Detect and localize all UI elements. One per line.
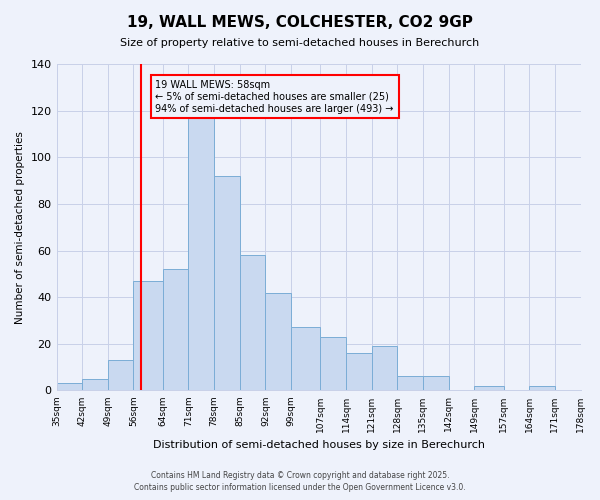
Bar xyxy=(423,376,449,390)
Bar xyxy=(163,269,188,390)
Bar xyxy=(56,384,82,390)
Bar xyxy=(529,386,555,390)
Text: 19, WALL MEWS, COLCHESTER, CO2 9GP: 19, WALL MEWS, COLCHESTER, CO2 9GP xyxy=(127,15,473,30)
Bar xyxy=(474,386,503,390)
Bar xyxy=(371,346,397,391)
Text: Contains HM Land Registry data © Crown copyright and database right 2025.
Contai: Contains HM Land Registry data © Crown c… xyxy=(134,471,466,492)
Bar xyxy=(82,379,108,390)
Bar xyxy=(108,360,133,390)
X-axis label: Distribution of semi-detached houses by size in Berechurch: Distribution of semi-detached houses by … xyxy=(152,440,485,450)
Bar xyxy=(320,337,346,390)
Bar xyxy=(291,328,320,390)
Text: 19 WALL MEWS: 58sqm
← 5% of semi-detached houses are smaller (25)
94% of semi-de: 19 WALL MEWS: 58sqm ← 5% of semi-detache… xyxy=(155,80,394,114)
Bar xyxy=(240,255,265,390)
Y-axis label: Number of semi-detached properties: Number of semi-detached properties xyxy=(15,131,25,324)
Bar xyxy=(133,281,163,390)
Text: Size of property relative to semi-detached houses in Berechurch: Size of property relative to semi-detach… xyxy=(121,38,479,48)
Bar xyxy=(397,376,423,390)
Bar xyxy=(265,292,291,390)
Bar xyxy=(346,353,371,391)
Bar xyxy=(214,176,240,390)
Bar xyxy=(188,116,214,390)
